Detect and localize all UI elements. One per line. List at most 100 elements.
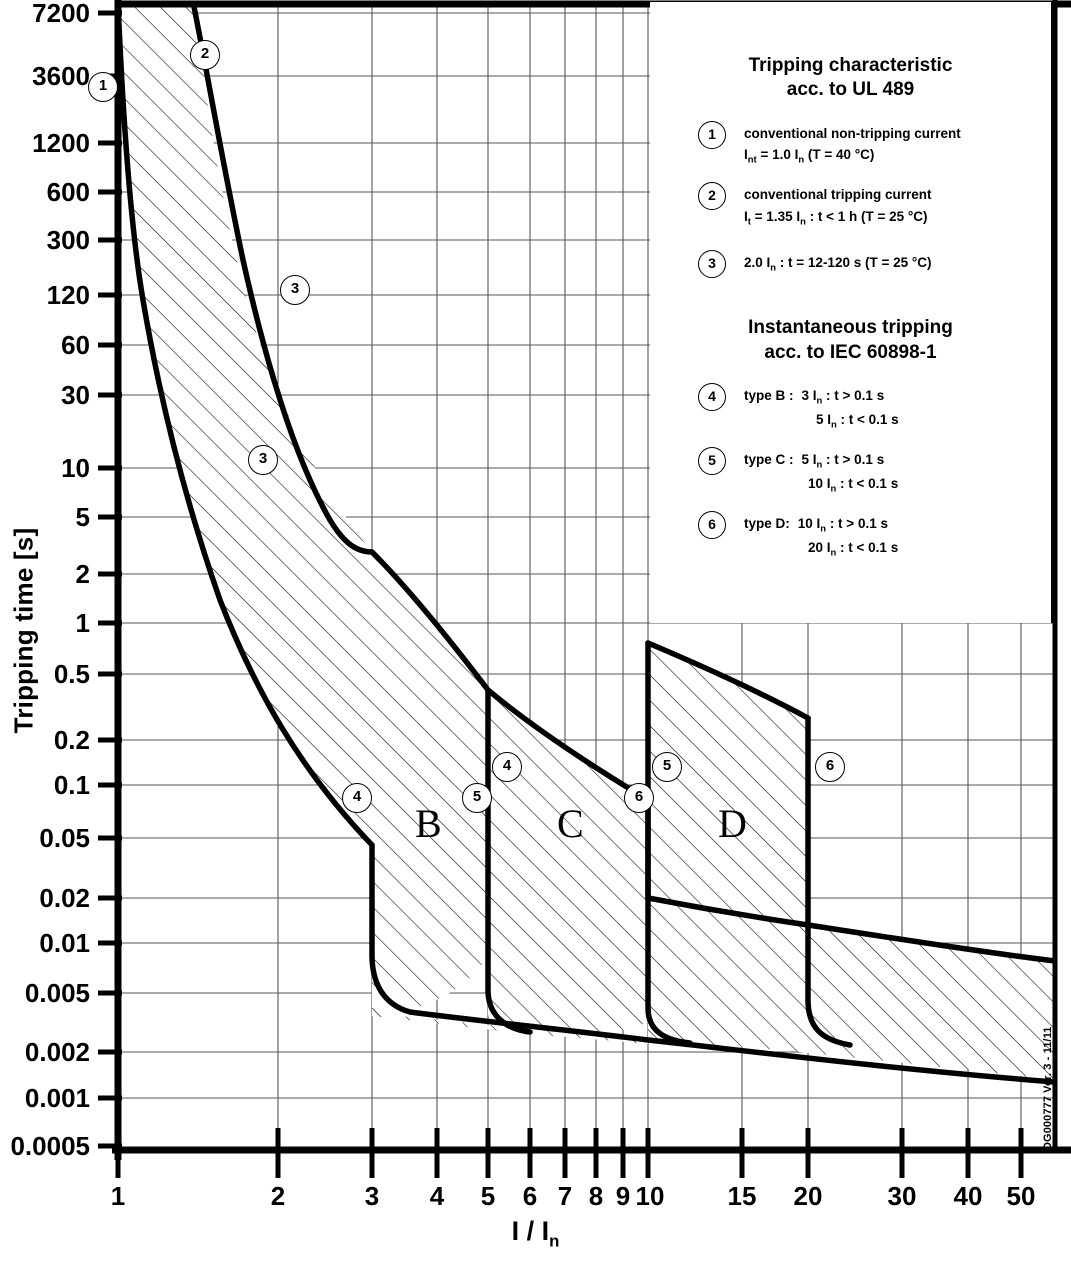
legend-item-6-a-cond: : t > 0.1 s <box>826 515 888 531</box>
callout-3-lower-marker: 3 <box>248 445 278 475</box>
y-tick: 2 <box>76 559 90 589</box>
legend-item-6-type: type D: <box>744 515 790 531</box>
y-tick: 0.01 <box>39 928 90 958</box>
legend-item-5-b-mult: 10 I <box>808 475 831 491</box>
legend-item-5-type: type C : <box>744 451 794 467</box>
legend-marker-3: 3 <box>698 250 726 279</box>
callout-2-marker: 2 <box>190 40 220 70</box>
x-tick: 9 <box>616 1181 630 1211</box>
x-tick: 10 <box>636 1181 665 1211</box>
legend-item-5-a-sub: n <box>816 459 823 471</box>
callout-1-marker: 1 <box>88 72 118 102</box>
legend-title-iec: Instantaneous tripping acc. to IEC 60898… <box>650 316 1051 365</box>
legend-item-6-b-cond: : t < 0.1 s <box>836 539 899 555</box>
y-tick: 120 <box>47 280 90 310</box>
legend-item-4-a-cond: : t > 0.1 s <box>822 387 885 403</box>
legend-item-5: 5 type C :5 In : t > 0.1 s 10 In : t < 0… <box>650 446 1051 497</box>
vline-20in <box>805 715 853 1048</box>
y-tick: 0.02 <box>39 883 90 913</box>
y-axis-title: Tripping time [s] <box>8 527 39 734</box>
legend-item-1-line1: conventional non-tripping current <box>744 125 961 141</box>
y-tick: 0.001 <box>25 1083 90 1113</box>
x-tick: 6 <box>523 1181 537 1211</box>
x-tick: 2 <box>271 1181 285 1211</box>
legend-item-4-line2: 5 In : t < 0.1 s <box>744 409 899 433</box>
legend-text-2: conventional tripping current It = 1.35 … <box>744 182 932 230</box>
legend-item-4-b-sub: n <box>831 419 837 431</box>
legend-marker-2: 2 <box>698 182 726 211</box>
legend-title-ul-line1: Tripping characteristic <box>748 55 953 76</box>
legend-item-4-type: type B : <box>744 387 794 403</box>
curve-min-tripping <box>118 2 375 848</box>
legend-item-2-line2: It = 1.35 In : t < 1 h (T = 25 °C) <box>744 206 932 230</box>
legend-item-3-pre: 2.0 I <box>744 255 771 271</box>
y-tick: 10 <box>61 453 90 483</box>
legend-item-6-line2: 20 In : t < 0.1 s <box>744 537 898 561</box>
legend-marker-1: 1 <box>698 120 726 149</box>
legend-item-4-b-cond: : t < 0.1 s <box>836 411 899 427</box>
y-tick: 0.1 <box>54 770 90 800</box>
band-b <box>372 552 488 1014</box>
x-tick: 1 <box>111 1181 125 1211</box>
legend-item-2-sub2: n <box>800 217 806 229</box>
legend-text-4: type B : 3 I n : t > 0.1 s 5 In : t < 0.1 … <box>744 383 899 433</box>
x-tick: 50 <box>1007 1181 1036 1211</box>
curve-magnetic-upper <box>645 895 1055 964</box>
legend-item-3-sub: n <box>770 263 777 275</box>
y-tick-marks <box>98 10 122 1149</box>
legend-item-4: 4 type B :3 In : t > 0.1 s 5 In : t < 0.… <box>650 382 1051 433</box>
legend-item-5-a-mult: 5 I <box>801 451 817 467</box>
legend-item-2-line1: conventional tripping current <box>744 187 932 203</box>
curve-max-tripping-right <box>645 640 811 721</box>
legend-item-6-a-sub: n <box>820 523 827 535</box>
legend-item-4-a-mult: 3 I <box>801 387 817 403</box>
x-tick-labels: 1 2 3 4 5 6 7 8 9 10 15 20 30 40 50 <box>111 1181 1036 1211</box>
x-tick-marks <box>115 1128 1024 1178</box>
vline-3in <box>369 842 413 1015</box>
document-code: DG000777 Ver. 3 - 11/11 <box>1042 1026 1054 1150</box>
legend-text-6: type D: 10 In : t > 0.1 s 20 In : t < 0.1… <box>744 511 898 561</box>
legend-text-5: type C :5 In : t > 0.1 s 10 In : t < 0.1… <box>744 447 898 497</box>
legend-items-ul: 1 conventional non-tripping current Int … <box>650 120 1051 279</box>
legend-title-iec-line1: Instantaneous tripping <box>748 317 953 339</box>
legend-title-ul-line2: acc. to UL 489 <box>786 79 915 101</box>
legend-item-4-b-mult: 5 I <box>816 411 832 427</box>
legend-item-5-b-sub: n <box>830 483 837 495</box>
legend-marker-6: 6 <box>698 510 726 539</box>
thermal-band <box>118 2 372 845</box>
legend-panel: Tripping characteristic acc. to UL 489 1… <box>650 2 1055 623</box>
x-axis-title-main: I / I <box>511 1216 550 1246</box>
region-label-b: B <box>415 801 442 846</box>
legend-item-2-sub: t <box>747 217 751 229</box>
curve-max-tripping <box>190 2 651 803</box>
y-tick: 3600 <box>32 61 90 91</box>
y-tick: 0.05 <box>39 823 90 853</box>
callout-3-upper-marker: 3 <box>280 275 310 305</box>
y-tick: 0.002 <box>25 1037 90 1067</box>
x-tick: 15 <box>728 1181 757 1211</box>
y-tick: 60 <box>61 330 90 360</box>
legend-title-iec-line2: acc. to IEC 60898-1 <box>764 341 937 363</box>
region-label-d: D <box>718 801 747 846</box>
x-tick: 40 <box>954 1181 983 1211</box>
legend-item-1-sub2: n <box>798 155 805 167</box>
characteristic-curves <box>118 2 1055 1085</box>
y-tick: 600 <box>47 177 90 207</box>
legend-text-1: conventional non-tripping current Int = … <box>744 121 961 169</box>
legend-item-1-sub: nt <box>747 155 757 167</box>
x-tick: 8 <box>589 1181 603 1211</box>
legend-text-3: 2.0 In : t = 12-120 s (T = 25 °C) <box>744 250 932 276</box>
legend-item-1-val: = 1.0 I <box>756 147 799 163</box>
legend-item-5-a-cond: : t > 0.1 s <box>822 451 885 467</box>
y-tick: 300 <box>47 225 90 255</box>
curve-magnetic-lower <box>407 1009 1055 1085</box>
callout-6-at-10in-marker: 6 <box>624 783 654 813</box>
y-tick: 1 <box>76 608 90 638</box>
legend-item-6-b-sub: n <box>830 547 837 559</box>
y-tick: 0.005 <box>25 978 90 1008</box>
callout-6-at-20in-marker: 6 <box>815 752 845 782</box>
legend-item-6: 6 type D: 10 In : t > 0.1 s 20 In : t < 0… <box>650 510 1051 561</box>
y-tick: 30 <box>61 380 90 410</box>
legend-item-1-sym: I <box>744 147 748 163</box>
